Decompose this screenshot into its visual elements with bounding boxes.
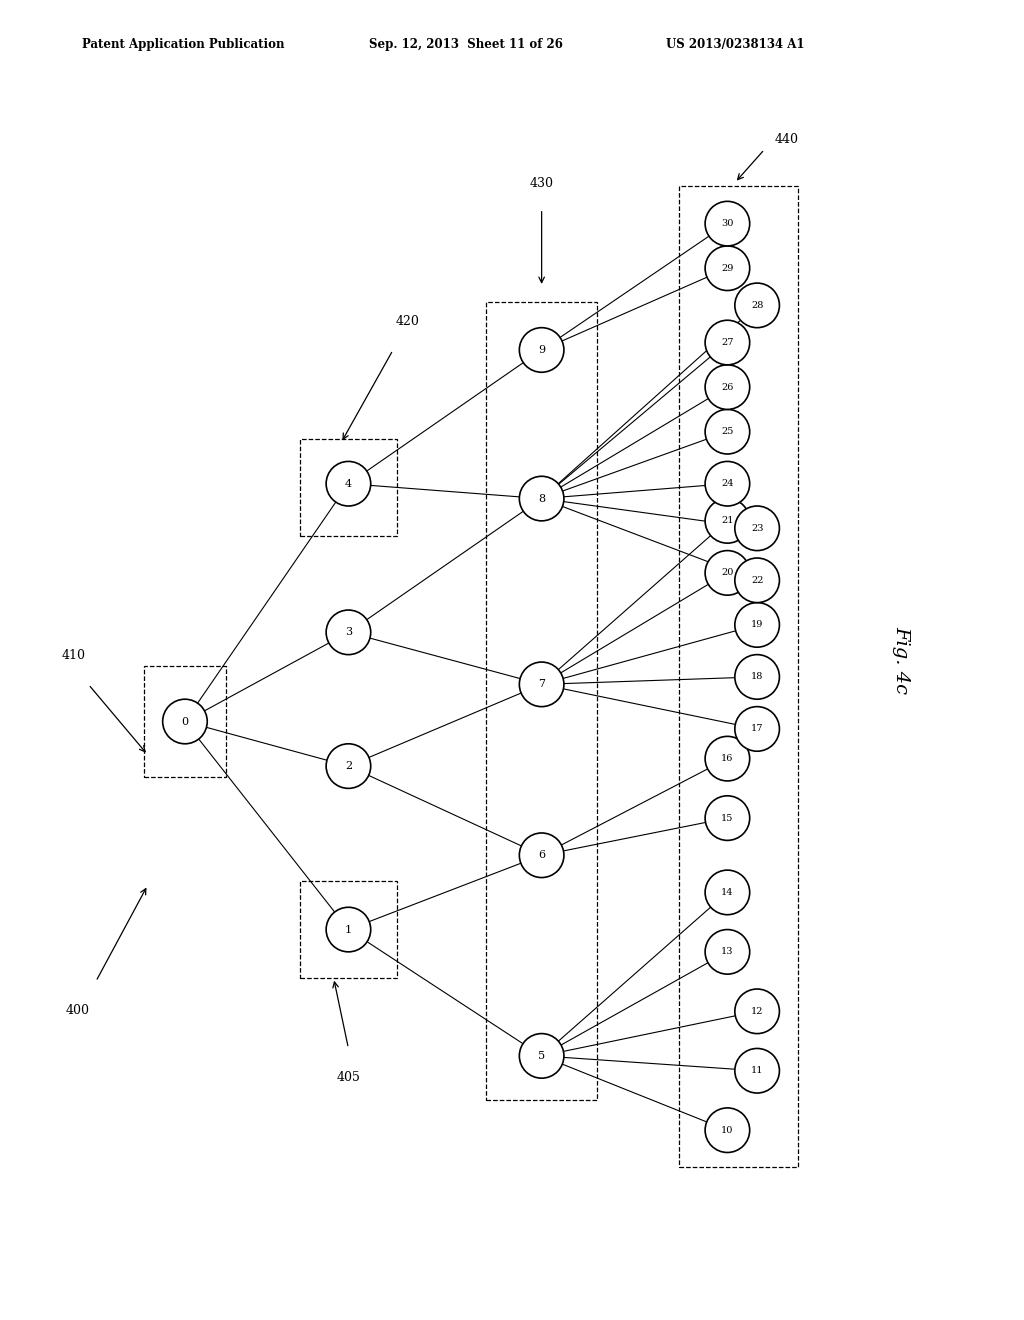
Text: Patent Application Publication: Patent Application Publication	[82, 37, 285, 50]
Bar	[300, 882, 396, 978]
Bar	[144, 665, 226, 777]
Text: 24: 24	[721, 479, 733, 488]
Text: 3: 3	[345, 627, 352, 638]
Circle shape	[735, 282, 779, 327]
Circle shape	[735, 706, 779, 751]
Circle shape	[706, 737, 750, 781]
Text: 405: 405	[337, 1071, 360, 1084]
Bar	[486, 302, 597, 1101]
Circle shape	[735, 655, 779, 700]
Text: 420: 420	[396, 314, 420, 327]
Circle shape	[706, 202, 750, 246]
Text: 15: 15	[721, 813, 733, 822]
Circle shape	[706, 321, 750, 364]
Circle shape	[706, 1107, 750, 1152]
Text: 2: 2	[345, 762, 352, 771]
Text: Sep. 12, 2013  Sheet 11 of 26: Sep. 12, 2013 Sheet 11 of 26	[369, 37, 562, 50]
Text: 30: 30	[721, 219, 733, 228]
Text: 17: 17	[751, 725, 763, 734]
Circle shape	[706, 796, 750, 841]
Circle shape	[706, 550, 750, 595]
Text: 27: 27	[721, 338, 733, 347]
Text: 19: 19	[751, 620, 763, 630]
Circle shape	[519, 833, 564, 878]
Circle shape	[735, 603, 779, 647]
Text: 13: 13	[721, 948, 733, 957]
Text: 11: 11	[751, 1067, 763, 1076]
Circle shape	[326, 743, 371, 788]
Bar	[679, 186, 798, 1167]
Bar	[300, 440, 396, 536]
Circle shape	[706, 409, 750, 454]
Text: 29: 29	[721, 264, 733, 273]
Circle shape	[519, 663, 564, 706]
Text: 400: 400	[66, 1005, 89, 1016]
Circle shape	[706, 870, 750, 915]
Text: 28: 28	[751, 301, 763, 310]
Text: 9: 9	[538, 345, 545, 355]
Circle shape	[706, 246, 750, 290]
Text: 25: 25	[721, 428, 733, 436]
Text: 440: 440	[775, 132, 799, 145]
Circle shape	[706, 364, 750, 409]
Circle shape	[519, 327, 564, 372]
Circle shape	[735, 506, 779, 550]
Text: 5: 5	[538, 1051, 545, 1061]
Text: 21: 21	[721, 516, 733, 525]
Text: 20: 20	[721, 569, 733, 577]
Circle shape	[706, 499, 750, 543]
Circle shape	[163, 700, 207, 743]
Text: 410: 410	[61, 649, 85, 663]
Text: 4: 4	[345, 479, 352, 488]
Circle shape	[735, 558, 779, 603]
Text: 7: 7	[539, 680, 545, 689]
Circle shape	[519, 1034, 564, 1078]
Circle shape	[706, 929, 750, 974]
Text: 26: 26	[721, 383, 733, 392]
Text: 10: 10	[721, 1126, 733, 1135]
Text: US 2013/0238134 A1: US 2013/0238134 A1	[666, 37, 804, 50]
Text: 8: 8	[538, 494, 545, 503]
Text: Fig. 4c: Fig. 4c	[892, 626, 910, 694]
Circle shape	[735, 989, 779, 1034]
Text: 23: 23	[751, 524, 763, 533]
Text: 12: 12	[751, 1007, 763, 1016]
Text: 22: 22	[751, 576, 763, 585]
Text: 6: 6	[538, 850, 545, 861]
Text: 430: 430	[529, 177, 554, 190]
Text: 18: 18	[751, 672, 763, 681]
Circle shape	[326, 462, 371, 506]
Circle shape	[326, 610, 371, 655]
Text: 14: 14	[721, 888, 733, 896]
Circle shape	[735, 1048, 779, 1093]
Circle shape	[326, 907, 371, 952]
Text: 1: 1	[345, 924, 352, 935]
Circle shape	[519, 477, 564, 521]
Circle shape	[706, 462, 750, 506]
Text: 16: 16	[721, 754, 733, 763]
Text: 0: 0	[181, 717, 188, 726]
